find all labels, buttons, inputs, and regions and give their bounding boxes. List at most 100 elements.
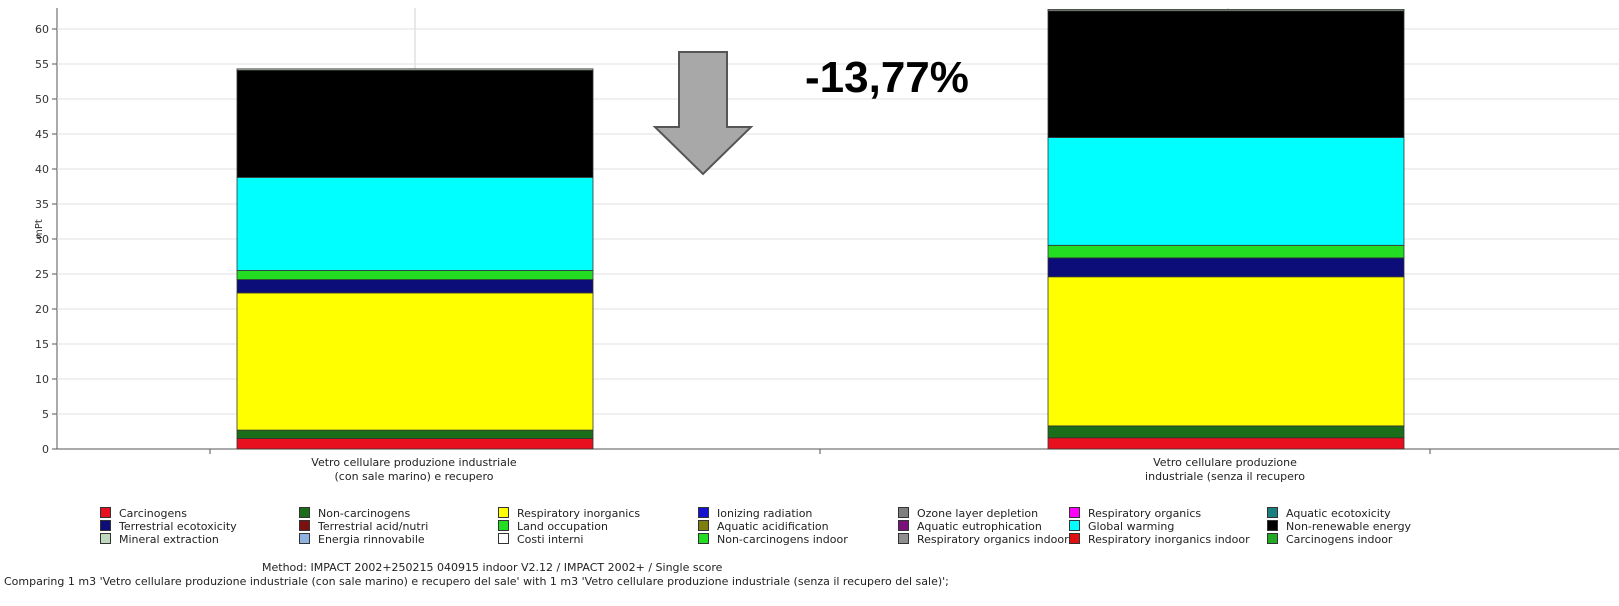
legend-label: Ionizing radiation bbox=[717, 507, 813, 520]
y-tick-label-45: 45 bbox=[35, 128, 49, 141]
legend-item: Aquatic acidification bbox=[698, 520, 829, 533]
legend-swatch bbox=[100, 507, 111, 518]
category-label-1-line-2: industriale (senza il recupero bbox=[1145, 470, 1305, 483]
legend-swatch bbox=[299, 507, 310, 518]
legend-label: Non-carcinogens indoor bbox=[717, 533, 848, 546]
legend-item: Ionizing radiation bbox=[698, 507, 812, 520]
y-tick-label-40: 40 bbox=[35, 163, 49, 176]
y-tick-label-25: 25 bbox=[35, 268, 49, 281]
y-tick-label-0: 0 bbox=[42, 443, 49, 456]
bar-segment-1-13 bbox=[1047, 10, 1405, 138]
legend-label: Land occupation bbox=[517, 520, 608, 533]
legend-swatch bbox=[100, 533, 111, 544]
legend-item: Carcinogens bbox=[100, 507, 187, 520]
legend-swatch bbox=[299, 533, 310, 544]
legend-swatch bbox=[1069, 520, 1080, 531]
legend-item: Respiratory organics indoor bbox=[898, 533, 1069, 546]
legend-swatch bbox=[898, 520, 909, 531]
comparison-caption: Comparing 1 m3 'Vetro cellulare produzio… bbox=[4, 575, 949, 588]
bar-segment-1-14 bbox=[1047, 8, 1405, 12]
down-arrow-icon bbox=[652, 51, 754, 176]
legend-swatch bbox=[698, 533, 709, 544]
category-label-1: Vetro cellulare produzione industriale (… bbox=[1075, 456, 1375, 484]
legend-label: Terrestrial ecotoxicity bbox=[119, 520, 237, 533]
legend-label: Ozone layer depletion bbox=[917, 507, 1039, 520]
legend-swatch bbox=[1069, 533, 1080, 544]
legend-item: Mineral extraction bbox=[100, 533, 219, 546]
legend-item: Non-carcinogens bbox=[299, 507, 410, 520]
bar-segment-1-12 bbox=[1047, 137, 1405, 246]
legend-item: Non-carcinogens indoor bbox=[698, 533, 848, 546]
legend-label: Respiratory inorganics indoor bbox=[1088, 533, 1250, 546]
legend-label: Respiratory organics indoor bbox=[917, 533, 1069, 546]
legend-swatch bbox=[698, 507, 709, 518]
legend-swatch bbox=[299, 520, 310, 531]
bar-segment-0-0 bbox=[236, 438, 594, 450]
legend-item: Aquatic ecotoxicity bbox=[1267, 507, 1391, 520]
legend-label: Non-renewable energy bbox=[1286, 520, 1412, 533]
legend-label: Terrestrial acid/nutri bbox=[318, 520, 429, 533]
legend-label: Respiratory organics bbox=[1088, 507, 1202, 520]
legend-label: Costi interni bbox=[517, 533, 584, 546]
legend-label: Respiratory inorganics bbox=[517, 507, 641, 520]
legend-swatch bbox=[898, 533, 909, 544]
legend-label: Non-carcinogens bbox=[318, 507, 411, 520]
legend-swatch bbox=[498, 533, 509, 544]
legend-swatch bbox=[1069, 507, 1080, 518]
legend-swatch bbox=[898, 507, 909, 518]
legend-item: Respiratory inorganics bbox=[498, 507, 640, 520]
y-axis-label: mPt bbox=[34, 219, 45, 239]
legend-swatch bbox=[698, 520, 709, 531]
y-tick-label-30: 30 bbox=[35, 233, 49, 246]
legend-swatch bbox=[1267, 533, 1278, 544]
legend-swatch bbox=[498, 520, 509, 531]
bar-segment-0-12 bbox=[236, 176, 594, 271]
category-label-1-line-1: Vetro cellulare produzione bbox=[1153, 456, 1297, 469]
legend-label: Aquatic acidification bbox=[717, 520, 829, 533]
bar-segment-0-13 bbox=[236, 69, 594, 178]
legend-item: Terrestrial ecotoxicity bbox=[100, 520, 237, 533]
stacked-bar-chart: 0 5 10 15 20 25 30 35 40 45 50 55 60 mPt bbox=[34, 8, 1619, 456]
category-label-0-line-1: Vetro cellulare produzione industriale bbox=[311, 456, 517, 469]
legend-item: Carcinogens indoor bbox=[1267, 533, 1392, 546]
bar-segment-0-1 bbox=[236, 429, 594, 439]
legend-swatch bbox=[498, 507, 509, 518]
legend-item: Global warming bbox=[1069, 520, 1174, 533]
y-tick-label-20: 20 bbox=[35, 303, 49, 316]
y-tick-label-5: 5 bbox=[42, 408, 49, 421]
y-tick-label-50: 50 bbox=[35, 93, 49, 106]
legend-item: Aquatic eutrophication bbox=[898, 520, 1042, 533]
method-caption: Method: IMPACT 2002+250215 040915 indoor… bbox=[262, 561, 723, 574]
bar-segment-0-2 bbox=[236, 292, 594, 431]
legend-item: Energia rinnovabile bbox=[299, 533, 425, 546]
legend-item: Land occupation bbox=[498, 520, 608, 533]
bar-segment-0-14 bbox=[236, 68, 594, 71]
legend-item: Ozone layer depletion bbox=[898, 507, 1038, 520]
legend-label: Aquatic ecotoxicity bbox=[1286, 507, 1391, 520]
y-tick-label-60: 60 bbox=[35, 23, 49, 36]
legend-item: Respiratory organics bbox=[1069, 507, 1201, 520]
bar-segment-0-7 bbox=[236, 279, 594, 294]
legend-item: Costi interni bbox=[498, 533, 583, 546]
legend-label: Global warming bbox=[1088, 520, 1175, 533]
y-tick-label-35: 35 bbox=[35, 198, 49, 211]
bar-segment-1-9 bbox=[1047, 244, 1405, 259]
legend-item: Non-renewable energy bbox=[1267, 520, 1411, 533]
bar-segment-0-9 bbox=[236, 270, 594, 281]
bar-segment-1-2 bbox=[1047, 276, 1405, 427]
legend-item: Terrestrial acid/nutri bbox=[299, 520, 428, 533]
bar-segment-1-7 bbox=[1047, 257, 1405, 278]
y-tick-label-10: 10 bbox=[35, 373, 49, 386]
legend-item: Respiratory inorganics indoor bbox=[1069, 533, 1250, 546]
y-tick-label-15: 15 bbox=[35, 338, 49, 351]
y-tick-label-55: 55 bbox=[35, 58, 49, 71]
legend-label: Aquatic eutrophication bbox=[917, 520, 1042, 533]
category-label-0-line-2: (con sale marino) e recupero bbox=[334, 470, 494, 483]
bar-segment-1-0 bbox=[1047, 437, 1405, 450]
legend-swatch bbox=[1267, 507, 1278, 518]
legend-label: Mineral extraction bbox=[119, 533, 219, 546]
reduction-annotation: -13,77% bbox=[805, 53, 969, 102]
bar-segment-1-1 bbox=[1047, 425, 1405, 439]
legend-label: Carcinogens bbox=[119, 507, 187, 520]
legend-swatch bbox=[1267, 520, 1278, 531]
